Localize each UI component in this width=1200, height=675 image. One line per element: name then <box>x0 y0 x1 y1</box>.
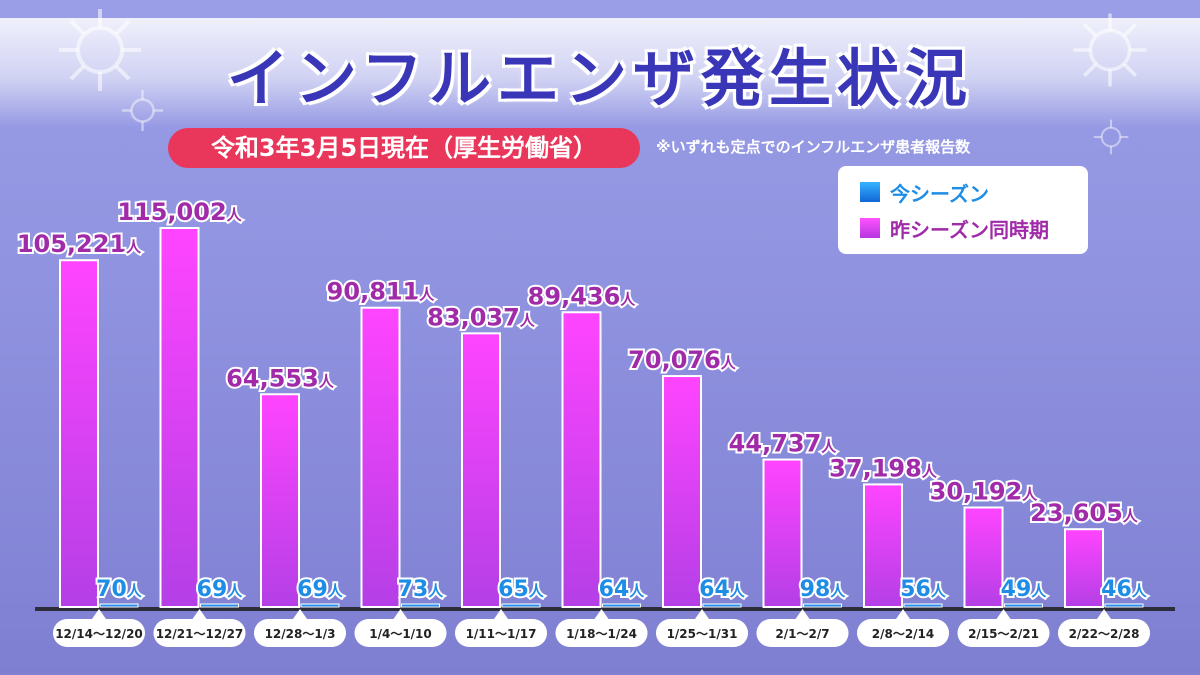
bar-current-season <box>1104 603 1144 608</box>
bar-current-season <box>702 603 742 608</box>
date-pill: 令和3年3月5日現在（厚生労働省） <box>168 128 640 168</box>
data-label-previous: 64,553人 <box>226 364 335 392</box>
data-label-current: 56人 <box>900 577 947 602</box>
bar-current-season <box>300 603 340 608</box>
bar-previous-season <box>863 483 903 608</box>
x-tick-label: 1/25〜1/31 <box>667 627 738 641</box>
legend-label-current: 今シーズン <box>890 181 989 206</box>
bar-previous-season <box>762 458 803 608</box>
legend-item-current: 今シーズン <box>860 178 989 206</box>
bar-current-season <box>501 603 541 608</box>
legend-label-previous: 昨シーズン同時期 <box>890 217 1049 242</box>
data-label-current: 64人 <box>699 577 746 602</box>
category-pointer <box>996 609 1011 619</box>
category-pointer <box>896 609 910 619</box>
data-label-current: 69人 <box>197 577 244 602</box>
data-label-current: 46人 <box>1101 577 1148 602</box>
category-pointer <box>695 609 709 619</box>
x-tick-label: 12/21〜12/27 <box>156 627 244 641</box>
data-label-current: 64人 <box>599 577 646 602</box>
category-pill <box>756 619 849 647</box>
bar-previous-season <box>561 311 602 608</box>
category-pill <box>354 619 447 647</box>
category-pointer <box>795 609 810 619</box>
bar-current-season <box>99 603 139 608</box>
data-label-previous: 30,192人 <box>930 477 1039 505</box>
category-pill <box>153 619 246 647</box>
category-pill <box>254 619 346 647</box>
bar-previous-season <box>1064 528 1104 608</box>
data-label-current: 65人 <box>498 577 545 602</box>
category-pointer <box>293 609 307 619</box>
category-pill <box>656 619 748 647</box>
data-label-current: 49人 <box>1001 577 1048 602</box>
category-pointer <box>393 609 408 619</box>
category-pointer <box>192 609 207 619</box>
x-tick-label: 2/22〜2/28 <box>1069 627 1140 641</box>
chart-baseline <box>35 607 1175 611</box>
category-pill <box>1058 619 1150 647</box>
data-label-previous: 90,811人 <box>327 278 436 306</box>
bar-previous-season <box>461 332 501 608</box>
category-pill <box>857 619 949 647</box>
x-tick-label: 2/15〜2/21 <box>968 627 1039 641</box>
bar-previous-season <box>963 506 1004 608</box>
data-label-previous: 44,737人 <box>729 430 838 458</box>
category-pill <box>455 619 547 647</box>
data-label-current: 98人 <box>800 577 847 602</box>
category-pointer <box>1097 609 1111 619</box>
category-pill <box>957 619 1050 647</box>
x-tick-label: 2/8〜2/14 <box>872 627 935 641</box>
bar-current-season <box>1004 603 1043 608</box>
data-label-previous: 89,436人 <box>528 282 637 310</box>
x-tick-label: 1/11〜1/17 <box>466 627 537 641</box>
data-label-current: 69人 <box>297 577 344 602</box>
bar-current-season <box>200 603 239 608</box>
data-label-current: 70人 <box>96 577 143 602</box>
data-label-current: 73人 <box>398 577 445 602</box>
x-tick-label: 12/28〜1/3 <box>265 627 336 641</box>
category-pill <box>555 619 648 647</box>
bar-previous-season <box>159 227 200 608</box>
title-band <box>0 18 1200 128</box>
data-label-previous: 105,221人 <box>17 230 142 258</box>
category-pointer <box>494 609 508 619</box>
x-tick-label: 1/4〜1/10 <box>369 627 432 641</box>
data-label-previous: 83,037人 <box>427 303 536 331</box>
bar-previous-season <box>59 259 99 608</box>
x-tick-label: 1/18〜1/24 <box>566 627 637 641</box>
bar-previous-season <box>260 393 300 608</box>
x-tick-label: 12/14〜12/20 <box>55 627 143 641</box>
data-label-previous: 70,076人 <box>628 346 737 374</box>
bar-current-season <box>803 603 842 608</box>
legend-swatch-previous <box>860 218 880 238</box>
data-label-previous: 23,605人 <box>1030 499 1139 527</box>
legend: 今シーズン 昨シーズン同時期 <box>838 166 1088 254</box>
bar-previous-season <box>360 306 401 608</box>
page-title: インフルエンザ発生状況 <box>226 42 974 115</box>
legend-swatch-current <box>860 182 880 202</box>
bar-current-season <box>903 603 943 608</box>
category-pill <box>53 619 145 647</box>
data-label-previous: 115,002人 <box>117 198 242 226</box>
category-pointer <box>594 609 609 619</box>
legend-item-previous: 昨シーズン同時期 <box>860 214 1049 242</box>
x-tick-label: 2/1〜2/7 <box>775 627 829 641</box>
bar-previous-season <box>662 375 702 608</box>
bar-current-season <box>401 603 440 608</box>
data-label-previous: 37,198人 <box>829 454 938 482</box>
footnote: ※いずれも定点でのインフルエンザ患者報告数 <box>656 138 971 156</box>
category-pointer <box>92 609 106 619</box>
bar-current-season <box>602 603 641 608</box>
